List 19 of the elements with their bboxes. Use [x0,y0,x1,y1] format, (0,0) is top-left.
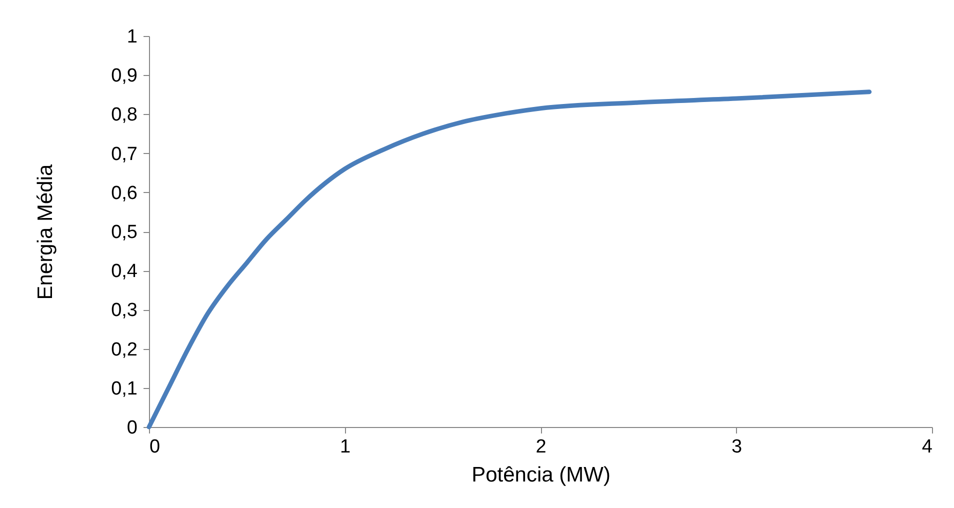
x-tick-label: 3 [731,436,742,458]
x-tick-label: 0 [150,436,160,458]
y-tick-label: 0,1 [111,378,138,400]
y-tick-label: 0,9 [111,66,138,87]
y-tick-label: 0,7 [111,144,138,165]
x-tick-label: 1 [340,436,351,458]
y-tick-label: 0 [126,418,138,438]
y-tick-label: 0,6 [111,182,138,204]
y-tick-label: 0,3 [111,300,138,322]
y-axis-title: Energia Média [34,164,58,300]
x-axis-title: Potência (MW) [472,464,610,486]
y-tick-label: 1 [126,26,138,48]
x-tick-label: 4 [922,436,933,458]
y-tick-label: 0,8 [111,104,138,126]
y-tick-label: 0,5 [111,222,138,243]
line-series [146,90,872,430]
x-tick-label: 2 [536,436,546,458]
y-tick-label: 0,2 [111,339,138,360]
y-tick-label: 0,4 [111,261,138,282]
